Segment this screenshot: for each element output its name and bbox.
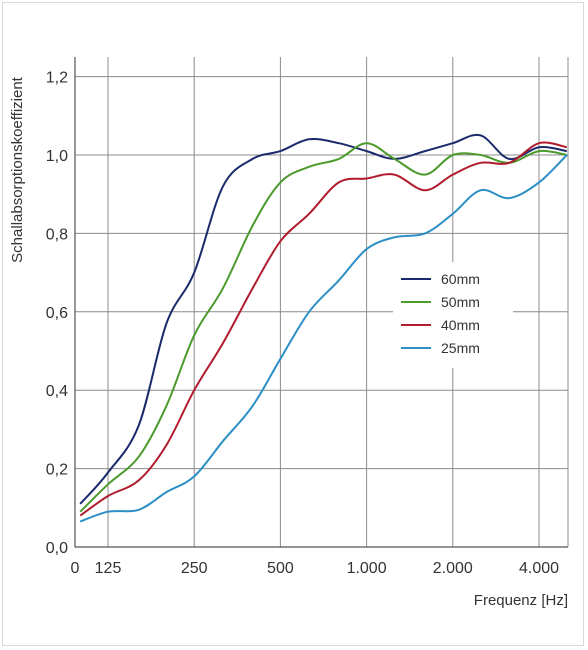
x-tick-label: 500: [267, 560, 294, 577]
x-tick-label: 125: [95, 560, 122, 577]
y-tick-label: 1,0: [46, 148, 68, 165]
series-line-40mm: [79, 141, 568, 517]
series-line-50mm: [79, 142, 567, 513]
series-line-60mm: [79, 133, 567, 505]
y-tick-label: 0,4: [46, 383, 68, 400]
legend-label: 25mm: [441, 340, 480, 356]
y-axis-title: Schallabsorptionskoeffizient: [9, 76, 26, 263]
axes: [74, 57, 568, 548]
x-tick-label: 250: [181, 560, 208, 577]
x-tick-label: 0: [71, 560, 80, 577]
y-tick-label: 0,0: [46, 540, 68, 557]
x-tick-label: 2.000: [433, 560, 473, 577]
y-axis-tick-labels: 0,0 0,2 0,4 0,6 0,8 1,0 1,2: [46, 70, 68, 557]
y-tick-label: 0,6: [46, 305, 68, 322]
legend-label: 40mm: [441, 317, 480, 333]
y-tick-label: 1,2: [46, 70, 68, 87]
y-tick-label: 0,2: [46, 462, 68, 479]
y-tick-label: 0,8: [46, 226, 68, 243]
legend-label: 60mm: [441, 271, 480, 287]
x-tick-label: 1.000: [347, 560, 387, 577]
legend: 60mm 50mm 40mm 25mm: [393, 262, 513, 368]
x-axis-title: Frequenz [Hz]: [474, 592, 568, 609]
legend-label: 50mm: [441, 294, 480, 310]
x-axis-tick-labels: 0 125 250 500 1.000 2.000 4.000: [71, 560, 560, 577]
series-line-25mm: [79, 154, 568, 523]
x-tick-label: 4.000: [519, 560, 559, 577]
series-lines: [79, 133, 568, 523]
